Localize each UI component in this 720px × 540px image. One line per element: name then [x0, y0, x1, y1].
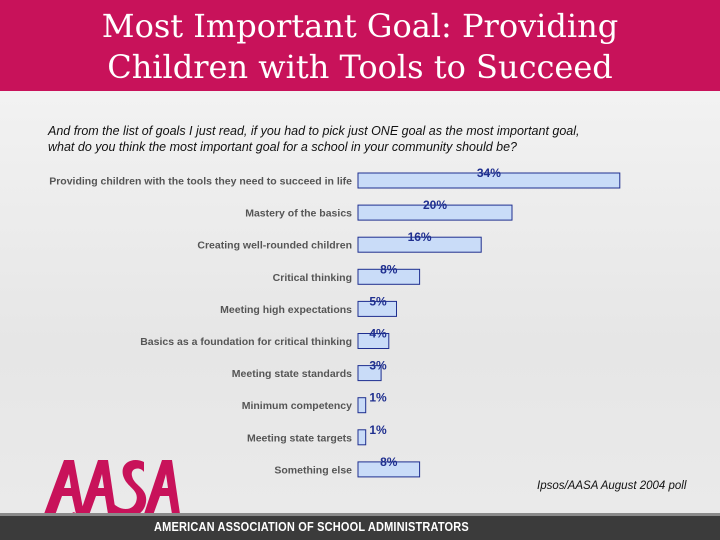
title-banner	[0, 0, 720, 91]
data-label: 1%	[369, 423, 387, 437]
bar-group-1: Mastery of the basics 20%	[245, 198, 513, 221]
survey-question-line-1: And from the list of goals I just read, …	[48, 124, 580, 138]
category-label: Basics as a foundation for critical thin…	[140, 336, 352, 348]
footer-stripe	[0, 513, 720, 516]
bar	[357, 429, 367, 446]
bar	[357, 204, 513, 221]
data-label: 16%	[408, 230, 432, 244]
category-label: Meeting state targets	[247, 432, 352, 444]
bar	[357, 300, 397, 317]
survey-question-line-2: what do you think the most important goa…	[48, 140, 518, 154]
aasa-logo-mark	[44, 459, 180, 525]
goals-bar-chart: Providing children with the tools they n…	[49, 166, 621, 478]
data-label: 4%	[369, 327, 387, 341]
category-label: Mastery of the basics	[245, 208, 352, 220]
bar	[357, 461, 421, 478]
slide-title-line-1: Most Important Goal: Providing	[101, 7, 619, 45]
data-label: 34%	[477, 166, 501, 180]
bar-group-0: Providing children with the tools they n…	[49, 166, 621, 189]
bar	[357, 172, 621, 189]
bar	[357, 268, 421, 285]
category-label: Creating well-rounded children	[197, 240, 352, 252]
data-label: 5%	[369, 294, 387, 308]
category-label: Critical thinking	[273, 272, 352, 284]
bar	[357, 397, 367, 414]
bar-group-2: Creating well-rounded children 16%	[197, 230, 482, 253]
source-note: Ipsos/AASA August 2004 poll	[537, 480, 687, 492]
footer-band	[0, 516, 720, 540]
bar-group-3: Critical thinking 8%	[273, 262, 421, 285]
category-label: Minimum competency	[242, 400, 352, 412]
data-label: 1%	[369, 391, 387, 405]
organization-name: AMERICAN ASSOCIATION OF SCHOOL ADMINISTR…	[154, 520, 469, 534]
data-label: 8%	[380, 455, 398, 469]
data-label: 8%	[380, 262, 398, 276]
category-label: Something else	[274, 464, 352, 476]
slide-title: Most Important Goal: Providing Children …	[0, 6, 720, 88]
bar-group-4: Meeting high expectations 5%	[220, 294, 397, 317]
bar	[357, 333, 390, 349]
category-label: Meeting high expectations	[220, 304, 352, 316]
category-label: Meeting state standards	[232, 368, 352, 380]
bar-group-5: Basics as a foundation for critical thin…	[140, 327, 390, 349]
data-label: 20%	[423, 198, 447, 212]
slide-title-line-2: Children with Tools to Succeed	[107, 48, 613, 86]
bar-group-6: Meeting state standards 3%	[232, 359, 387, 382]
aasa-logo	[44, 459, 180, 525]
bar-group-8: Meeting state targets 1%	[247, 423, 387, 446]
bar-group-9: Something else 8%	[274, 455, 421, 478]
data-label: 3%	[369, 359, 387, 373]
category-label: Providing children with the tools they n…	[49, 176, 352, 188]
bar	[357, 365, 382, 382]
bar-group-7: Minimum competency 1%	[242, 391, 387, 414]
survey-question: And from the list of goals I just read, …	[48, 123, 708, 155]
bar	[357, 236, 482, 253]
